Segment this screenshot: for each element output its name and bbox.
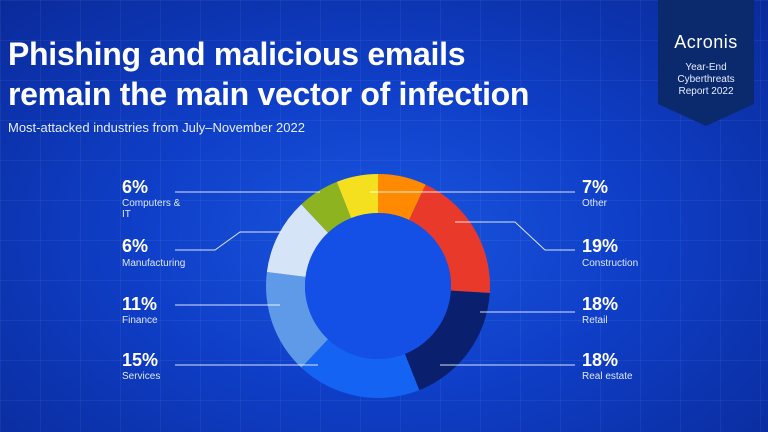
label-retail: Retail xyxy=(582,315,608,326)
title-line-1: Phishing and malicious emails xyxy=(8,36,466,72)
report-badge: Acronis Year-End Cyberthreats Report 202… xyxy=(658,0,754,126)
leader-line-manufacturing xyxy=(175,231,282,251)
acronis-logo: Acronis xyxy=(674,32,738,52)
slice-finance xyxy=(266,204,329,277)
page-title: Phishing and malicious emails remain the… xyxy=(8,34,608,114)
donut-hole xyxy=(305,213,451,359)
slice-services xyxy=(266,271,329,368)
badge-ribbon-shape xyxy=(658,0,754,126)
title-line-2: remain the main vector of infection xyxy=(8,76,530,112)
slice-real-estate xyxy=(301,339,420,399)
label-real-estate: Real estate xyxy=(582,371,633,382)
badge-line-2: Cyberthreats xyxy=(677,74,735,85)
label-manufacturing: Manufacturing xyxy=(122,258,186,269)
pct-computers-it: 6% xyxy=(122,177,149,197)
label-other: Other xyxy=(582,198,608,209)
pct-construction: 19% xyxy=(582,236,619,256)
label-services: Services xyxy=(122,371,161,382)
label-finance: Finance xyxy=(122,315,158,326)
pct-finance: 11% xyxy=(122,294,158,314)
leader-line-construction xyxy=(455,221,575,251)
slice-construction xyxy=(409,184,490,294)
badge-line-3: Report 2022 xyxy=(678,86,734,97)
pct-other: 7% xyxy=(582,177,609,197)
pct-services: 15% xyxy=(122,350,159,370)
page-subtitle: Most-attacked industries from July–Novem… xyxy=(8,120,305,135)
pct-real-estate: 18% xyxy=(582,350,619,370)
label-computers-it: Computers & IT xyxy=(122,198,181,220)
pct-manufacturing: 6% xyxy=(122,236,149,256)
slice-computers-it xyxy=(336,174,378,219)
label-construction: Construction xyxy=(582,258,639,269)
slice-retail xyxy=(404,290,490,391)
slice-other xyxy=(378,174,426,220)
pct-retail: 18% xyxy=(582,294,619,314)
slice-manufacturing xyxy=(301,181,352,233)
badge-line-1: Year-End xyxy=(685,62,727,73)
